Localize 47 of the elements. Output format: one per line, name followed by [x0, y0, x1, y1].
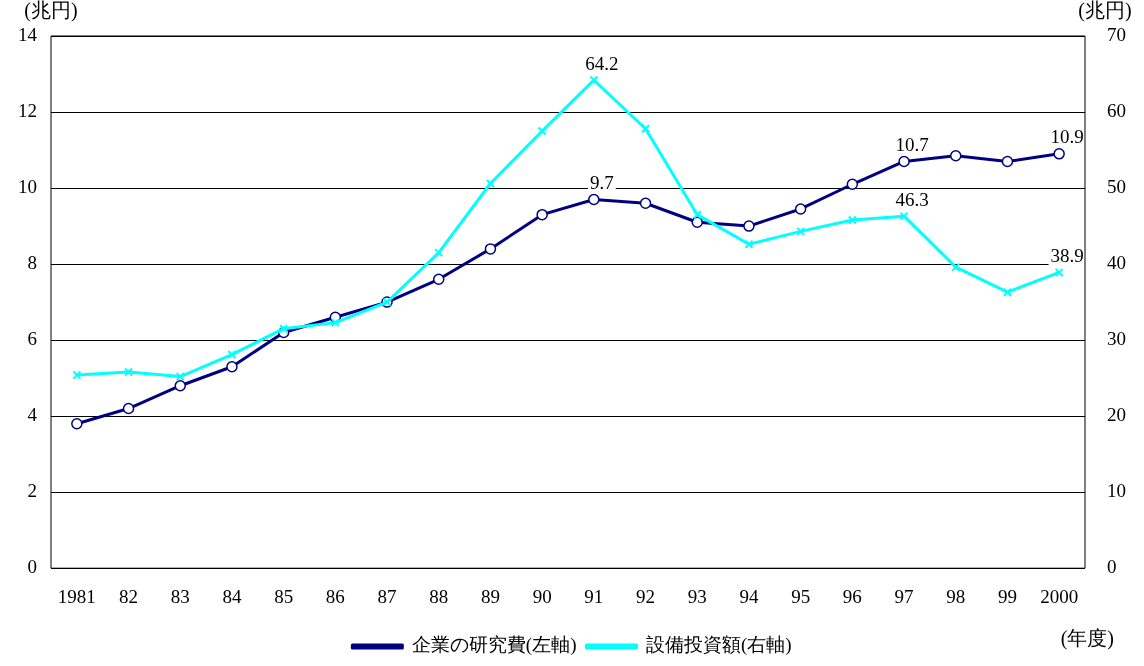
legend-label: 設備投資額(右軸): [646, 634, 792, 657]
y2-tick-label: 20: [1107, 404, 1126, 426]
legend-label: 企業の研究費(左軸): [411, 634, 577, 657]
x-tick-label: 85: [274, 585, 294, 607]
x-tick-label: 96: [842, 585, 862, 607]
y-tick-label: 6: [27, 328, 37, 350]
x-tick-label: 93: [687, 585, 707, 607]
y-tick-label: 2: [27, 480, 37, 502]
x-tick-label: 89: [480, 585, 500, 607]
data-label: 38.9: [1050, 244, 1084, 266]
y2-tick-label: 50: [1107, 176, 1126, 198]
data-label: 9.7: [589, 171, 614, 193]
y-tick-label: 12: [18, 100, 37, 122]
y-tick-label: 10: [18, 176, 37, 198]
x-tick-label: 83: [170, 585, 190, 607]
x-tick-label: 98: [946, 585, 966, 607]
text: (年度): [1060, 627, 1114, 651]
y2-tick-label: 10: [1107, 480, 1126, 502]
y2-axis-title: (兆円): [1078, 0, 1132, 23]
x-tick-label: 94: [739, 585, 759, 607]
x-tick-label: 82: [119, 585, 139, 607]
x-tick-label: 1981: [57, 585, 96, 607]
y-tick-label: 0: [27, 556, 37, 578]
y-axis-title: (兆円): [24, 0, 78, 23]
x-tick-label: 92: [636, 585, 656, 607]
x-tick-label: 84: [222, 585, 242, 607]
x-tick-label: 97: [894, 585, 914, 607]
data-label: 10.7: [895, 133, 929, 155]
y2-tick-label: 30: [1107, 328, 1126, 350]
x-tick-label: 90: [532, 585, 552, 607]
y2-tick-label: 60: [1107, 100, 1126, 122]
y2-tick-label: 70: [1107, 23, 1126, 45]
data-label: 10.9: [1050, 126, 1084, 148]
data-label: 46.3: [895, 188, 929, 210]
y-tick-label: 14: [18, 23, 38, 45]
y-tick-label: 8: [27, 252, 37, 274]
x-tick-label: 99: [997, 585, 1017, 607]
y2-tick-label: 0: [1107, 556, 1117, 578]
data-label: 64.2: [585, 52, 619, 74]
x-tick-label: 88: [429, 585, 449, 607]
x-tick-label: 86: [325, 585, 345, 607]
x-tick-label: 87: [377, 585, 397, 607]
x-tick-label: 91: [584, 585, 604, 607]
x-tick-label: 95: [791, 585, 811, 607]
y-tick-label: 4: [27, 404, 38, 426]
y2-tick-label: 40: [1107, 252, 1126, 274]
x-tick-label: 2000: [1040, 585, 1079, 607]
